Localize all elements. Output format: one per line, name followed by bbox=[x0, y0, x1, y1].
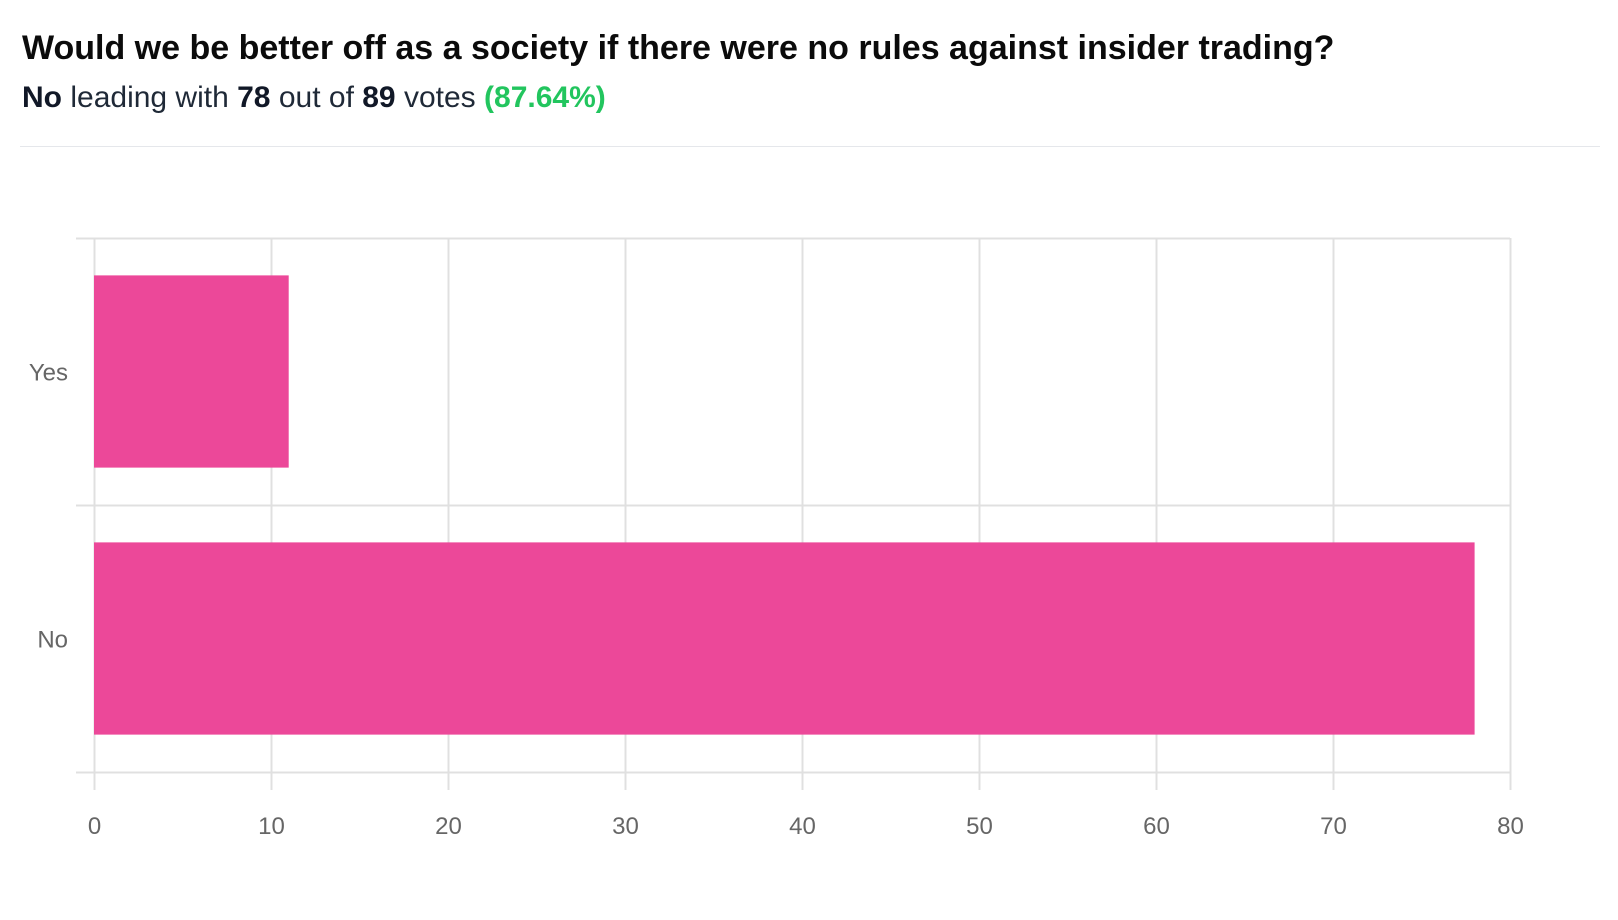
out-of-text: out of bbox=[278, 80, 354, 114]
x-tick-label: 70 bbox=[1320, 813, 1347, 840]
poll-summary: No leading with 78 out of 89 votes (87.6… bbox=[22, 81, 1602, 115]
leading-option: No bbox=[22, 80, 62, 114]
x-tick-label: 20 bbox=[435, 813, 462, 840]
x-tick-label: 30 bbox=[612, 813, 639, 840]
leading-count: 78 bbox=[237, 80, 271, 114]
poll-title: Would we be better off as a society if t… bbox=[22, 29, 1335, 67]
x-tick-label: 40 bbox=[789, 813, 816, 840]
poll-header: Would we be better off as a society if t… bbox=[22, 28, 1602, 115]
votes-text: votes bbox=[403, 80, 476, 114]
bar-no bbox=[94, 542, 1475, 735]
x-tick-label: 10 bbox=[258, 813, 285, 840]
y-tick-label: Yes bbox=[29, 360, 68, 387]
leading-with-text: leading with bbox=[70, 80, 229, 114]
x-tick-label: 50 bbox=[966, 813, 993, 840]
header-divider bbox=[20, 146, 1600, 147]
total-votes: 89 bbox=[362, 80, 396, 114]
bar-yes bbox=[94, 275, 289, 468]
y-tick-label: No bbox=[37, 627, 68, 654]
x-tick-label: 80 bbox=[1497, 813, 1524, 840]
x-tick-label: 60 bbox=[1143, 813, 1170, 840]
x-tick-label: 0 bbox=[88, 813, 101, 840]
leading-percent: (87.64%) bbox=[484, 80, 606, 114]
